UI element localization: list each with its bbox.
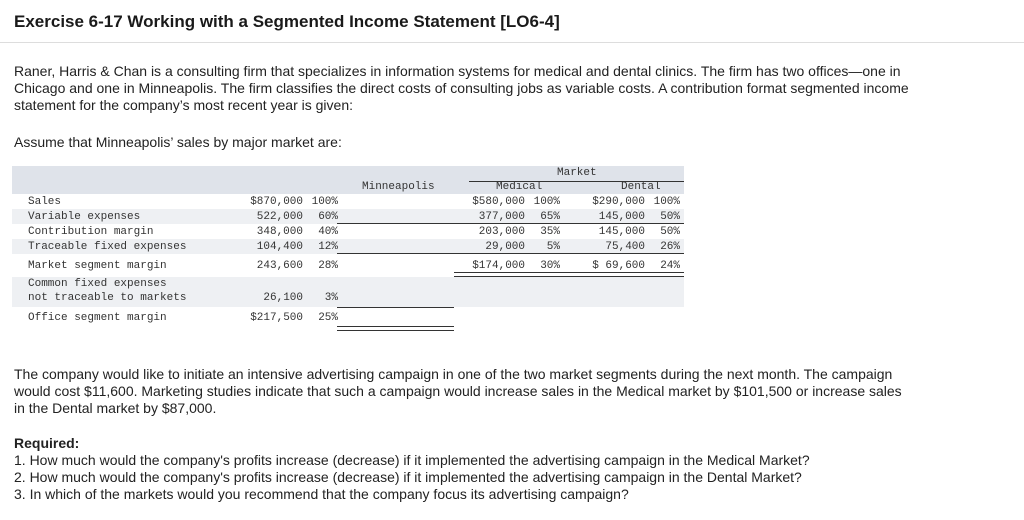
percent-cell: 40%	[318, 226, 338, 238]
amount-cell: $580,000	[472, 196, 525, 208]
question-2: 2. How much would the company's profits …	[14, 469, 802, 485]
rule	[337, 253, 684, 254]
amount-cell: 29,000	[485, 241, 525, 253]
percent-cell: 3%	[324, 292, 338, 304]
question-3: 3. In which of the markets would you rec…	[14, 486, 629, 502]
intro-paragraph: Raner, Harris & Chan is a consulting fir…	[14, 63, 909, 113]
percent-cell: 50%	[660, 226, 680, 238]
header-rule	[469, 181, 684, 182]
percent-cell: 50%	[660, 211, 680, 223]
amount-cell: $870,000	[250, 196, 303, 208]
page-title: Exercise 6-17 Working with a Segmented I…	[14, 12, 560, 31]
percent-cell: 100%	[653, 196, 680, 208]
amount-cell: 26,100	[263, 292, 303, 304]
amount-cell: 348,000	[256, 226, 303, 238]
question-1: 1. How much would the company's profits …	[14, 452, 810, 468]
amount-cell: 145,000	[598, 226, 645, 238]
percent-cell: 35%	[540, 226, 560, 238]
amount-cell: 75,400	[605, 241, 645, 253]
amount-cell: $290,000	[592, 196, 645, 208]
market-header: Market	[557, 167, 597, 179]
assume-text: Assume that Minneapolis’ sales by major …	[14, 134, 342, 150]
required-label: Required:	[14, 435, 80, 451]
row-shade	[12, 209, 684, 224]
amount-cell: 243,600	[256, 260, 303, 272]
row-label-line2: not traceable to markets	[28, 292, 187, 304]
row-label: Common fixed expenses	[28, 278, 167, 290]
percent-cell: 12%	[318, 241, 338, 253]
title-divider	[0, 42, 1024, 43]
percent-cell: 100%	[311, 196, 338, 208]
amount-cell: 203,000	[478, 226, 525, 238]
row-label: Traceable fixed expenses	[28, 241, 187, 253]
percent-cell: 60%	[318, 211, 338, 223]
percent-cell: 5%	[546, 241, 560, 253]
percent-cell: 65%	[540, 211, 560, 223]
row-label: Office segment margin	[28, 312, 167, 324]
row-label: Contribution margin	[28, 226, 154, 238]
percent-cell: 28%	[318, 260, 338, 272]
percent-cell: 26%	[660, 241, 680, 253]
amount-cell: 377,000	[478, 211, 525, 223]
percent-cell: 30%	[540, 260, 560, 272]
double-rule	[454, 272, 684, 277]
col-header-dental: Dental	[621, 181, 661, 193]
row-shade	[12, 239, 684, 254]
percent-cell: 100%	[533, 196, 560, 208]
segmented-income-statement: Market Minneapolis Medical Dental Sales $…	[12, 166, 684, 336]
amount-cell: 522,000	[256, 211, 303, 223]
col-header-medical: Medical	[496, 181, 543, 193]
col-header-minneapolis: Minneapolis	[362, 181, 435, 193]
rule	[337, 223, 684, 224]
row-label: Market segment margin	[28, 260, 167, 272]
amount-cell: 145,000	[598, 211, 645, 223]
percent-cell: 24%	[660, 260, 680, 272]
row-label: Variable expenses	[28, 211, 141, 223]
rule	[337, 307, 454, 308]
amount-cell: $ 69,600	[592, 260, 645, 272]
row-shade	[12, 277, 684, 307]
double-rule	[337, 326, 454, 331]
amount-cell: $174,000	[472, 260, 525, 272]
campaign-paragraph: The company would like to initiate an in…	[14, 366, 902, 416]
row-label: Sales	[28, 196, 62, 208]
amount-cell: $217,500	[250, 312, 303, 324]
amount-cell: 104,400	[256, 241, 303, 253]
percent-cell: 25%	[318, 312, 338, 324]
table-header-band	[12, 166, 684, 194]
